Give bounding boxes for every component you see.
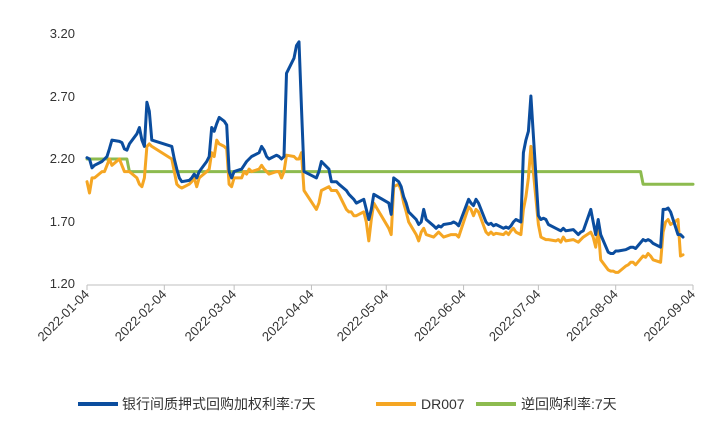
x-tick-label: 2022-04-04 xyxy=(259,287,317,345)
x-tick-label: 2022-01-04 xyxy=(34,287,92,345)
series-line-2 xyxy=(85,138,685,274)
series-line-1 xyxy=(85,40,685,255)
x-tick-label: 2022-06-04 xyxy=(411,287,469,345)
legend-label-series-1: 银行间质押式回购加权利率:7天 xyxy=(122,396,316,412)
y-tick-label: 3.20 xyxy=(50,26,75,41)
x-tick-label: 2022-03-04 xyxy=(182,287,240,345)
x-tick-label: 2022-02-04 xyxy=(112,287,170,345)
x-tick-label: 2022-07-04 xyxy=(486,287,544,345)
series-layer xyxy=(85,40,695,274)
y-tick-label: 2.20 xyxy=(50,151,75,166)
x-axis: 2022-01-04 2022-02-04 2022-03-04 2022-04-04… xyxy=(34,285,698,344)
legend: 银行间质押式回购加权利率:7天 DR007 逆回购利率:7天 xyxy=(78,396,617,412)
x-tick-label: 2022-09-04 xyxy=(640,287,698,345)
x-tick-label: 2022-05-04 xyxy=(334,287,392,345)
y-tick-label: 1.20 xyxy=(50,276,75,291)
y-tick-label: 1.70 xyxy=(50,214,75,229)
y-axis: 3.20 2.70 2.20 1.70 1.20 xyxy=(50,26,75,291)
legend-label-series-2: DR007 xyxy=(421,396,465,412)
x-tick-label: 2022-08-04 xyxy=(563,287,621,345)
legend-label-series-3: 逆回购利率:7天 xyxy=(521,396,617,412)
y-tick-label: 2.70 xyxy=(50,89,75,104)
